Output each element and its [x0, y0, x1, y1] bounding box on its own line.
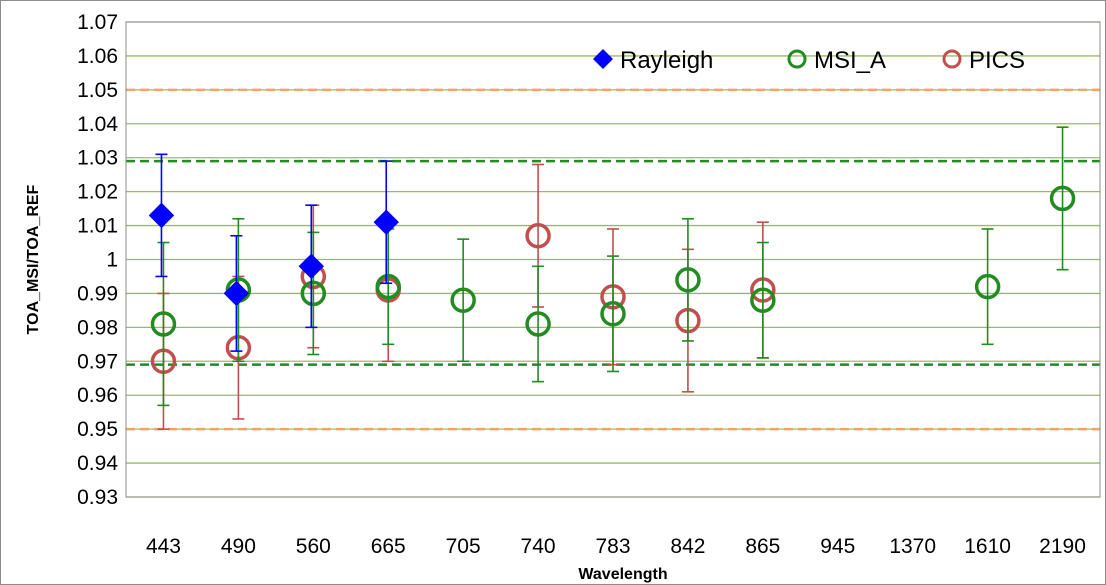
- legend-label: Rayleigh: [620, 47, 713, 74]
- x-tick-label: 560: [296, 535, 331, 558]
- series-layer: [148, 126, 1076, 430]
- legend-marker: [593, 49, 613, 69]
- legend-item-msi-a: MSI_A: [787, 47, 886, 74]
- y-tick-label: 1.02: [77, 181, 118, 204]
- legend-marker: [942, 49, 962, 69]
- data-point: [525, 311, 551, 337]
- data-point: [525, 223, 551, 249]
- x-tick-label: 705: [446, 535, 481, 558]
- data-point: [375, 273, 401, 300]
- x-tick-label: 2190: [1039, 535, 1086, 558]
- x-tick-label: 443: [146, 535, 181, 558]
- y-tick-label: 0.94: [77, 452, 118, 475]
- y-tick-label: 0.97: [77, 350, 118, 373]
- y-tick-label: 1.06: [77, 45, 118, 68]
- data-point: [298, 253, 325, 279]
- y-tick-label: 1.04: [77, 113, 118, 136]
- legend-item-pics: PICS: [942, 47, 1025, 74]
- data-point: [675, 267, 701, 293]
- data-point: [300, 280, 327, 307]
- data-point: [600, 301, 626, 327]
- legend-marker: [787, 49, 807, 69]
- legend-label: MSI_A: [814, 47, 886, 74]
- y-tick-label: 0.96: [77, 384, 118, 407]
- x-tick-label: 490: [221, 535, 256, 558]
- data-point: [223, 280, 250, 307]
- y-axis-title: TOA_MSI/TOA_REF: [25, 184, 42, 334]
- y-tick-label: 1.07: [77, 11, 118, 34]
- y-tick-label: 1.05: [77, 79, 118, 102]
- reference-lines: [126, 88, 1100, 431]
- data-point: [750, 287, 776, 313]
- x-axis-title: Wavelength: [578, 566, 667, 583]
- x-tick-label: 1610: [964, 535, 1011, 558]
- y-tick-label: 0.99: [77, 282, 118, 305]
- plot-area: [125, 21, 1101, 498]
- x-tick-label: 945: [820, 535, 855, 558]
- legend-item-rayleigh: Rayleigh: [593, 47, 713, 74]
- data-point: [974, 273, 1001, 300]
- x-tick-label: 865: [745, 535, 780, 558]
- y-tick-label: 1.03: [77, 147, 118, 170]
- y-axis-ticks: 1.07 1.06 1.05 1.04 1.03 1.02 1.01 1 0.99 0.98 0.9…: [77, 11, 118, 509]
- series-msi-a: [150, 126, 1076, 407]
- y-tick-label: 0.95: [77, 418, 118, 441]
- x-tick-label: 842: [670, 535, 705, 558]
- data-point: [373, 209, 399, 235]
- x-tick-label: 783: [595, 535, 630, 558]
- x-tick-label: 740: [521, 535, 556, 558]
- x-axis-ticks: 443 490 560 665 705 740 783 842 865 945 1370 1610 21…: [146, 535, 1086, 558]
- y-tick-label: 0.98: [77, 316, 118, 339]
- y-tick-label: 0.93: [77, 486, 118, 509]
- x-tick-label: 665: [371, 535, 406, 558]
- legend: Rayleigh MSI_A PICS: [593, 47, 1025, 74]
- x-tick-label: 1370: [889, 535, 936, 558]
- y-tick-label: 1: [106, 249, 118, 272]
- series-rayleigh: [148, 153, 399, 352]
- y-tick-label: 1.01: [77, 215, 118, 238]
- data-point: [1049, 185, 1076, 212]
- data-point: [150, 311, 177, 337]
- data-point: [148, 202, 175, 229]
- data-point: [450, 287, 476, 313]
- legend-label: PICS: [969, 47, 1025, 74]
